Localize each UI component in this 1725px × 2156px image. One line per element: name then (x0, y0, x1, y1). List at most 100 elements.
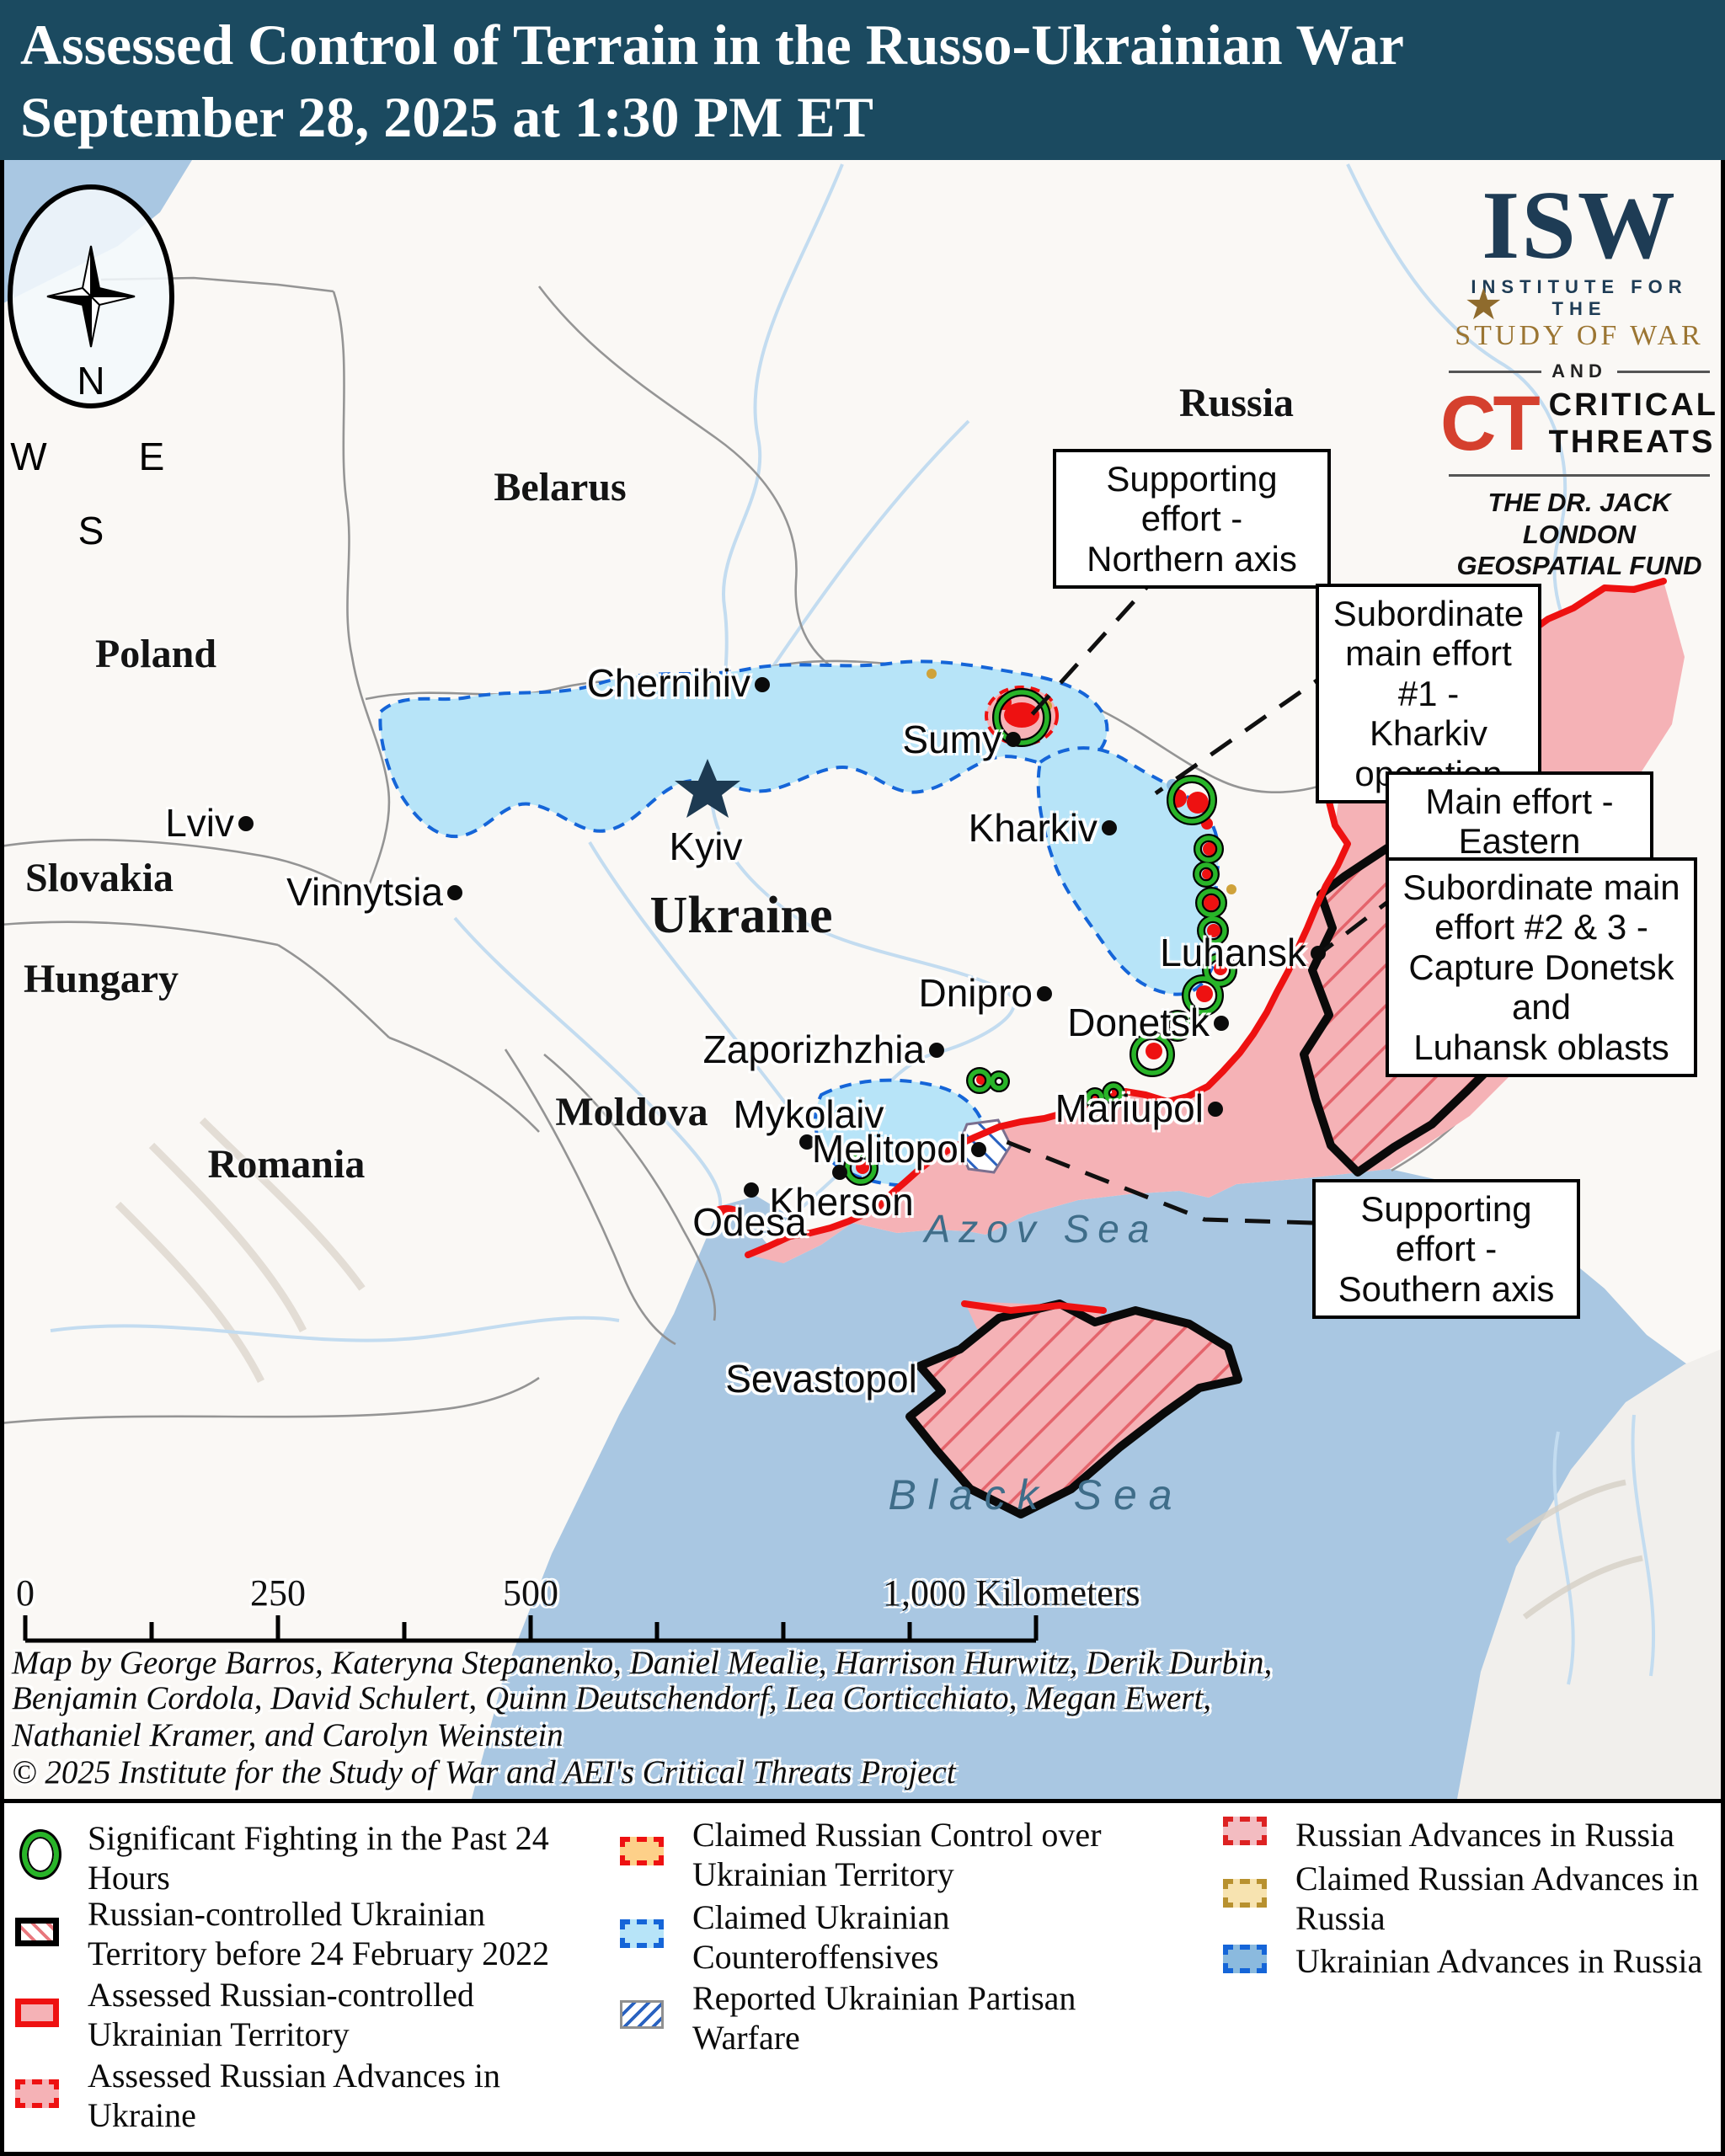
legend-label-assessed-controlled: Assessed Russian-controlled Ukrainian Te… (88, 1976, 474, 2054)
scale-250: 250 (250, 1572, 306, 1614)
callout-kharkiv-operation: Subordinate main effort #1 - Kharkiv ope… (1316, 584, 1541, 804)
country-borders (0, 276, 1525, 1425)
credits-line2: Benjamin Cordola, David Schulert, Quinn … (12, 1680, 1212, 1716)
city-label-melitopol: Melitopol (811, 1127, 967, 1171)
isw-study-of-war-text: STUDY OF WAR (1455, 320, 1704, 351)
compass-north-label: N (77, 359, 105, 403)
city-dot-chernihiv (755, 677, 770, 692)
legend-label-claimed-counteroffensives: Claimed Ukrainian Counteroffensives (692, 1898, 950, 1977)
city-dot-luhansk (1311, 946, 1326, 961)
legend-label-pre2022-territory: Russian-controlled Ukrainian Territory b… (88, 1895, 550, 1973)
critical-threats-wordmark: CRITICAL THREATS (1549, 387, 1718, 461)
isw-logo: ISW (1482, 172, 1677, 280)
country-label-russia: Russia (1178, 381, 1295, 425)
legend-swatch-russian-advances-russia (1223, 1817, 1267, 1845)
caucasus-relief (1505, 1479, 1643, 1620)
city-label-mariupol: Mariupol (1055, 1086, 1204, 1130)
callout-northern-axis: Supporting effort - Northern axis (1053, 449, 1331, 590)
legend-swatch-claimed-russian-control (620, 1837, 664, 1865)
country-label-romania: Romania (207, 1142, 366, 1187)
city-dot-kherson (832, 1165, 847, 1180)
compass-south-label: S (77, 509, 104, 552)
city-label-vinnytsia: Vinnytsia (286, 870, 443, 914)
ct-word-critical: CRITICAL (1548, 387, 1718, 423)
credits-line1: Map by George Barros, Kateryna Stepanenk… (12, 1645, 1273, 1681)
branding-block: ISW ★ INSTITUTE FOR THE STUDY OF WAR AND… (1440, 172, 1716, 581)
scale-bar (23, 1615, 1039, 1643)
frame-right (1721, 160, 1725, 2156)
compass-west-label: W (10, 435, 47, 478)
legend-swatch-assessed-controlled (15, 1999, 59, 2027)
fund-line2: GEOSPATIAL FUND (1456, 550, 1702, 580)
and-divider: AND (1449, 360, 1711, 382)
city-label-sumy: Sumy (902, 718, 1001, 761)
river-desna (761, 419, 970, 684)
critical-threats-logo: CT CRITICAL THREATS (1440, 385, 1716, 462)
river-bug (588, 841, 793, 1113)
city-dot-mykolaiv (799, 1134, 814, 1150)
caucasus-rivers (1552, 1414, 1656, 1685)
legend-panel: Significant Fighting in the Past 24 Hour… (0, 1799, 1725, 2156)
isw-institute-text: INSTITUTE FOR THE (1471, 276, 1688, 319)
frame-left (0, 160, 4, 2156)
frame-bottom (0, 2152, 1725, 2156)
scale-500: 500 (503, 1572, 558, 1614)
legend-swatch-assessed-advances (15, 2079, 59, 2108)
callout-donetsk-luhansk: Subordinate main effort #2 & 3 - Capture… (1386, 857, 1697, 1078)
city-label-mykolaiv: Mykolaiv (733, 1092, 884, 1136)
city-label-zaporizhzhia: Zaporizhzhia (702, 1027, 925, 1071)
legend-label-claimed-russian-control: Claimed Russian Control over Ukrainian T… (692, 1816, 1102, 1894)
credits-line3: Nathaniel Kramer, and Carolyn Weinstein (12, 1717, 563, 1753)
city-dot-odesa (744, 1182, 759, 1198)
city-dot-melitopol (971, 1142, 986, 1157)
branding-rule (1449, 474, 1710, 478)
divider-line-left (1449, 370, 1542, 373)
city-label-luhansk: Luhansk (1160, 931, 1306, 974)
legend-label-ukrainian-advances-russia: Ukrainian Advances in Russia (1295, 1942, 1703, 1980)
legend-swatch-claimed-counteroffensives (620, 1919, 664, 1948)
legend-swatch-pre2022-territory (15, 1918, 59, 1946)
city-label-lviv: Lviv (165, 801, 234, 845)
legend-swatch-partisan-warfare (620, 2000, 664, 2029)
carpathian-relief (115, 1117, 366, 1384)
credits-line4: © 2025 Institute for the Study of War an… (12, 1754, 956, 1790)
isw-star-icon: ★ (1464, 280, 1503, 329)
map-subtitle-date: September 28, 2025 at 1:30 PM ET (20, 85, 873, 149)
title-bar: Assessed Control of Terrain in the Russo… (0, 0, 1725, 160)
river-dniester (453, 916, 723, 1207)
river-dnipro (709, 163, 1016, 1219)
legend-label-partisan-warfare: Reported Ukrainian Partisan Warfare (692, 1979, 1076, 2057)
city-dot-sumy (1006, 732, 1021, 747)
kyiv-star-marker (675, 759, 740, 818)
legend-swatch-significant-fighting (22, 1832, 59, 1877)
and-label: AND (1551, 360, 1607, 382)
city-label-kyiv: Kyiv (669, 825, 743, 868)
legend-label-russian-advances-russia: Russian Advances in Russia (1295, 1816, 1674, 1854)
map-title: Assessed Control of Terrain in the Russo… (20, 13, 1404, 77)
city-label-dnipro: Dnipro (918, 971, 1033, 1015)
country-label-poland: Poland (94, 632, 217, 676)
legend-swatch-ukrainian-advances-russia (1223, 1945, 1267, 1973)
city-dot-vinnytsia (447, 885, 462, 900)
country-label-ukraine: Ukraine (649, 887, 833, 944)
ct-monogram: CT (1440, 381, 1541, 467)
callout-southern-axis: Supporting effort - Southern axis (1312, 1179, 1580, 1320)
country-label-slovakia: Slovakia (24, 856, 174, 900)
city-label-sevastopol: Sevastopol (725, 1357, 917, 1401)
city-dot-kharkiv (1102, 820, 1117, 835)
country-label-hungary: Hungary (23, 957, 179, 1001)
city-label-kharkiv: Kharkiv (968, 806, 1097, 850)
front-line-odesa-tip (711, 1205, 741, 1220)
city-dot-dnipro (1037, 986, 1052, 1001)
ct-word-threats: THREATS (1548, 424, 1716, 460)
divider-line-right (1616, 370, 1711, 373)
black-sea-label: Black Sea (888, 1471, 1184, 1518)
compass-east-label: E (138, 435, 165, 478)
river-danube (50, 1315, 620, 1342)
city-label-odesa: Odesa (692, 1200, 807, 1244)
significant-fighting-circles (843, 688, 1237, 1186)
legend-label-claimed-russian-advances-russia: Claimed Russian Advances in Russia (1295, 1860, 1699, 1938)
city-dot-lviv (238, 816, 254, 831)
city-label-donetsk: Donetsk (1067, 1001, 1210, 1044)
